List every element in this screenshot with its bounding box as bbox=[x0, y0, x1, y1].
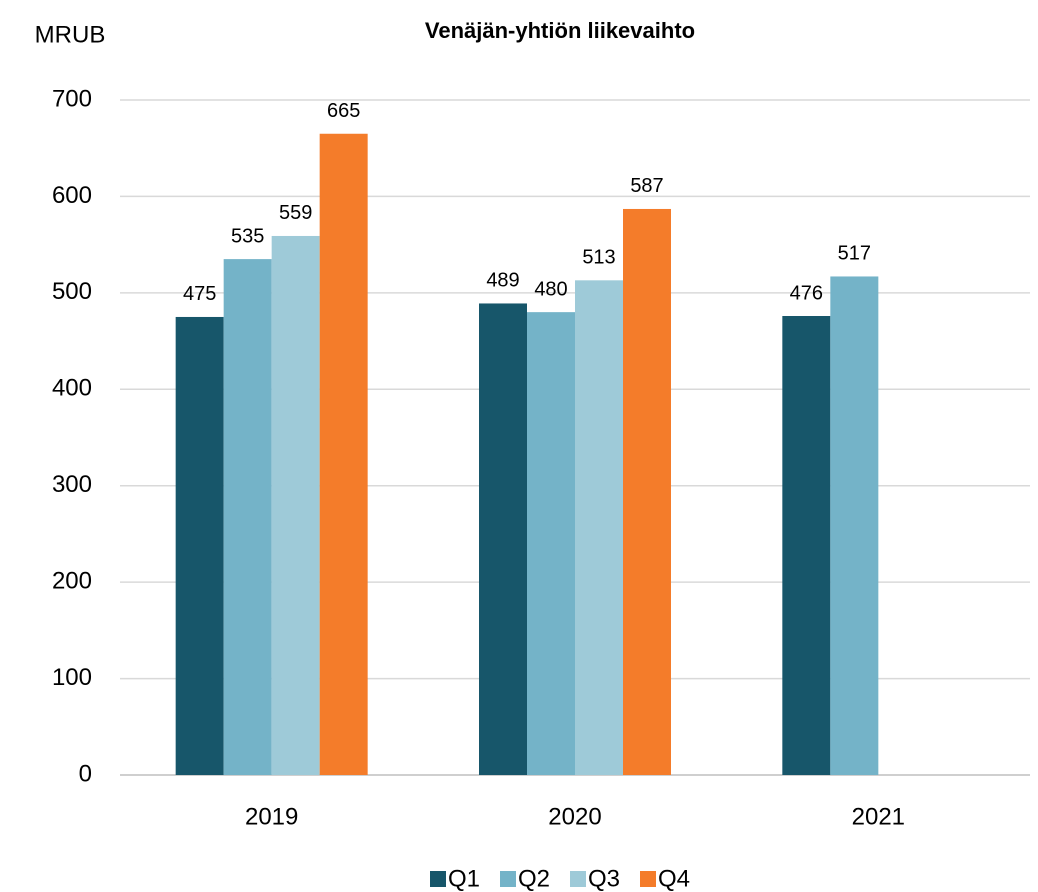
bar bbox=[479, 303, 527, 775]
legend-label: Q1 bbox=[448, 865, 480, 892]
y-axis-label: MRUB bbox=[35, 21, 106, 48]
legend-swatch bbox=[500, 871, 516, 887]
bar bbox=[782, 316, 831, 775]
bar bbox=[319, 133, 368, 775]
bar bbox=[527, 312, 575, 775]
bar bbox=[175, 316, 224, 775]
value-label: 513 bbox=[582, 247, 615, 269]
value-label: 665 bbox=[327, 100, 360, 122]
value-label: 559 bbox=[279, 202, 312, 224]
value-label: 535 bbox=[231, 225, 264, 247]
legend-label: Q2 bbox=[518, 865, 550, 892]
y-tick-label: 700 bbox=[52, 85, 92, 112]
bar bbox=[271, 235, 320, 775]
x-tick-label: 2020 bbox=[548, 803, 601, 830]
legend-swatch bbox=[430, 871, 446, 887]
y-tick-label: 0 bbox=[79, 760, 92, 787]
y-tick-label: 100 bbox=[52, 664, 92, 691]
legend-label: Q3 bbox=[588, 865, 620, 892]
bar bbox=[623, 208, 671, 775]
x-tick-label: 2019 bbox=[245, 803, 298, 830]
y-tick-label: 500 bbox=[52, 278, 92, 305]
y-tick-label: 400 bbox=[52, 375, 92, 402]
legend-label: Q4 bbox=[658, 865, 690, 892]
bar bbox=[575, 280, 623, 775]
value-label: 480 bbox=[534, 278, 567, 300]
y-tick-label: 600 bbox=[52, 182, 92, 209]
value-label: 475 bbox=[183, 283, 216, 305]
chart-title: Venäjän-yhtiön liikevaihto bbox=[425, 18, 695, 43]
y-tick-label: 300 bbox=[52, 471, 92, 498]
bar bbox=[223, 259, 272, 775]
value-label: 476 bbox=[790, 282, 823, 304]
value-label: 517 bbox=[838, 243, 871, 265]
x-tick-label: 2021 bbox=[852, 803, 905, 830]
legend-swatch bbox=[570, 871, 586, 887]
value-label: 489 bbox=[486, 270, 519, 292]
legend-swatch bbox=[640, 871, 656, 887]
bar bbox=[830, 276, 879, 775]
y-tick-label: 200 bbox=[52, 567, 92, 594]
value-label: 587 bbox=[630, 175, 663, 197]
